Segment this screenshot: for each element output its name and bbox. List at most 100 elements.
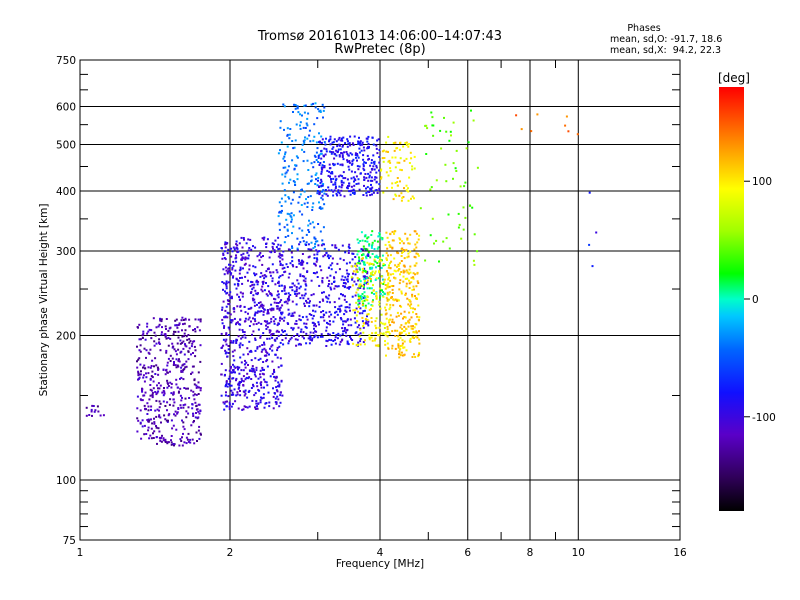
- data-point: [155, 393, 158, 396]
- data-point: [247, 353, 250, 356]
- data-point: [349, 318, 352, 321]
- data-point: [198, 425, 201, 428]
- data-point: [234, 366, 237, 369]
- data-point: [310, 248, 313, 251]
- data-point: [409, 271, 412, 274]
- data-point: [360, 149, 363, 152]
- colorbar: [719, 87, 744, 511]
- data-point: [407, 242, 410, 245]
- data-point: [357, 261, 360, 264]
- data-point: [340, 139, 343, 142]
- data-point: [162, 400, 165, 403]
- data-point: [379, 259, 382, 262]
- data-point: [137, 378, 139, 381]
- data-point: [291, 282, 294, 285]
- data-point: [233, 283, 236, 286]
- data-point: [314, 102, 317, 105]
- data-point: [292, 225, 295, 228]
- data-point: [355, 262, 358, 265]
- data-point: [399, 141, 402, 144]
- data-point: [322, 161, 325, 163]
- data-point: [312, 331, 315, 334]
- data-point: [304, 283, 307, 286]
- data-point: [355, 269, 358, 272]
- data-point: [252, 265, 255, 268]
- data-point: [227, 352, 230, 354]
- data-point: [346, 152, 349, 155]
- data-point: [319, 162, 322, 164]
- data-point: [375, 277, 378, 280]
- data-point: [273, 301, 276, 304]
- data-point: [307, 337, 310, 340]
- data-point: [159, 439, 162, 442]
- data-point: [399, 168, 402, 171]
- data-point: [431, 124, 434, 127]
- data-point: [251, 281, 254, 284]
- data-point: [176, 386, 179, 389]
- data-point: [283, 285, 286, 288]
- data-point: [321, 164, 324, 167]
- data-point: [257, 402, 260, 405]
- data-point: [197, 381, 200, 384]
- data-point: [255, 381, 258, 384]
- data-point: [403, 340, 406, 343]
- data-point: [344, 309, 347, 312]
- data-point: [259, 401, 262, 404]
- data-point: [199, 389, 202, 392]
- data-point: [392, 198, 395, 201]
- data-point: [225, 380, 228, 383]
- data-point: [298, 287, 301, 290]
- data-point: [303, 294, 306, 297]
- data-point: [348, 287, 350, 290]
- data-point: [304, 280, 307, 283]
- data-point: [139, 344, 142, 347]
- data-point: [290, 202, 293, 205]
- data-point: [360, 231, 363, 234]
- data-point: [335, 333, 338, 336]
- data-point: [291, 256, 294, 259]
- data-point: [414, 295, 416, 297]
- data-point: [387, 278, 390, 281]
- data-point: [368, 191, 371, 193]
- data-point: [281, 304, 284, 307]
- data-point: [371, 263, 374, 265]
- data-point: [145, 376, 148, 379]
- data-point: [365, 192, 368, 194]
- data-point: [412, 272, 415, 275]
- data-point: [291, 232, 293, 235]
- data-point: [231, 350, 234, 353]
- data-point: [238, 346, 241, 349]
- data-point: [193, 398, 196, 401]
- data-point: [275, 246, 278, 249]
- data-point: [367, 324, 370, 327]
- data-point: [363, 291, 366, 294]
- data-point: [238, 384, 241, 387]
- data-point: [242, 408, 245, 411]
- data-point: [328, 279, 331, 282]
- data-point: [399, 347, 402, 350]
- data-point: [362, 167, 365, 170]
- data-point: [325, 345, 328, 347]
- data-point: [305, 122, 308, 125]
- data-point: [319, 152, 322, 155]
- data-point: [297, 282, 300, 285]
- data-point: [414, 356, 417, 358]
- data-point: [268, 322, 271, 325]
- data-point: [313, 327, 315, 330]
- data-point: [405, 327, 407, 330]
- data-point: [262, 255, 264, 257]
- data-point: [173, 348, 176, 351]
- data-point: [318, 250, 321, 253]
- data-point: [298, 334, 300, 337]
- data-point: [180, 376, 183, 379]
- data-point: [328, 333, 331, 336]
- data-point: [312, 314, 315, 317]
- stats-line-o: mean, sd,O: -91.7, 18.6: [610, 34, 722, 45]
- data-point: [291, 198, 294, 201]
- data-point: [281, 339, 284, 341]
- data-point: [261, 372, 264, 375]
- data-point: [410, 281, 413, 284]
- data-point: [158, 430, 161, 433]
- data-point: [408, 242, 411, 245]
- data-point: [376, 240, 379, 243]
